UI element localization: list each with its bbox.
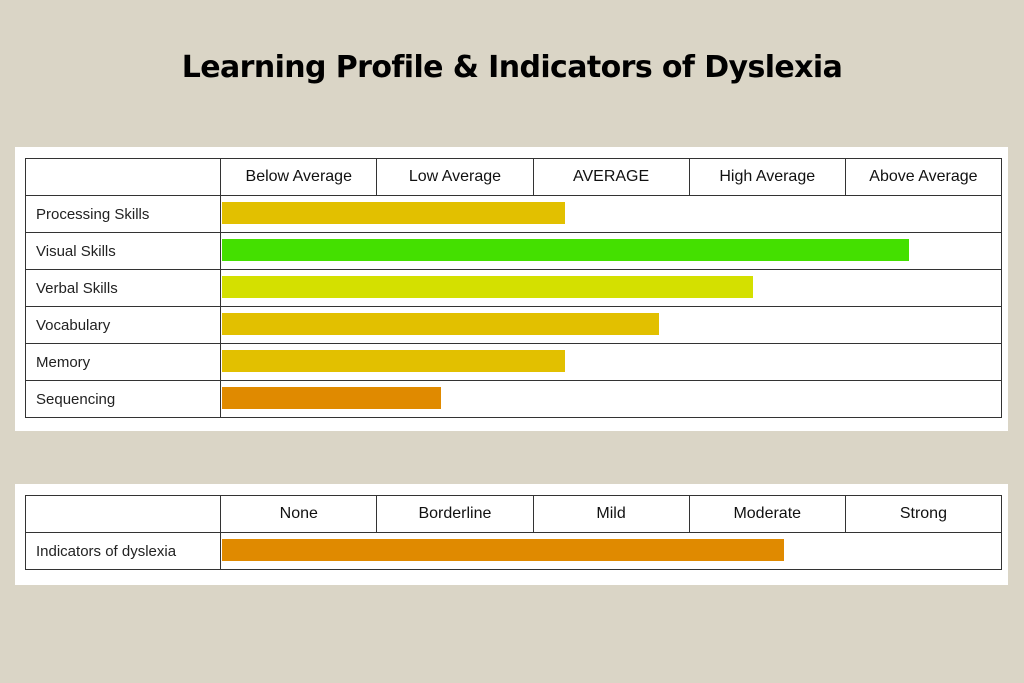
table-row: Vocabulary [24,306,1002,344]
row-label: Processing Skills [24,195,222,233]
value-bar [222,239,909,261]
bar-cell [220,232,1002,270]
table-row: Verbal Skills [24,269,1002,307]
row-label: Indicators of dyslexia [24,532,222,570]
row-label: Verbal Skills [24,269,222,307]
table-row: Sequencing [24,380,1002,418]
bar-cell [220,269,1002,307]
table-row: Processing Skills [24,195,1002,233]
row-label: Vocabulary [24,306,222,344]
bar-cell [220,195,1002,233]
value-bar [222,350,566,372]
bar-cell [220,380,1002,418]
value-bar [222,202,566,224]
scale-label: Mild [532,495,690,533]
page-title: Learning Profile & Indicators of Dyslexi… [181,50,843,85]
value-bar [222,313,659,335]
scale-header-row: Below Average Low Average AVERAGE High A… [24,158,1003,196]
scale-label: Moderate [688,495,846,533]
bar-cell [220,532,1002,570]
scale-label: AVERAGE [532,158,690,196]
scale-label: Below Average [220,158,378,196]
row-label: Visual Skills [24,232,222,270]
scale-label: Strong [844,495,1003,533]
scale-header-row: None Borderline Mild Moderate Strong [24,495,1003,533]
learning-profile-table: Below Average Low Average AVERAGE High A… [24,158,1003,418]
scale-label: High Average [688,158,846,196]
table-row: Indicators of dyslexia [24,532,1002,570]
value-bar [222,276,753,298]
value-bar [222,387,441,409]
scale-label: None [220,495,378,533]
scale-label: Borderline [376,495,534,533]
table-row: Visual Skills [24,232,1002,270]
scale-label: Low Average [376,158,534,196]
value-bar [222,539,784,561]
empty-header-cell [24,495,222,533]
table-row: Memory [24,343,1002,381]
empty-header-cell [24,158,222,196]
bar-cell [220,306,1002,344]
row-label: Memory [24,343,222,381]
row-label: Sequencing [24,380,222,418]
learning-profile-panel: Below Average Low Average AVERAGE High A… [15,147,1008,431]
dyslexia-indicators-table: None Borderline Mild Moderate Strong Ind… [24,495,1003,570]
scale-label: Above Average [844,158,1003,196]
bar-cell [220,343,1002,381]
dyslexia-indicators-panel: None Borderline Mild Moderate Strong Ind… [15,484,1008,585]
